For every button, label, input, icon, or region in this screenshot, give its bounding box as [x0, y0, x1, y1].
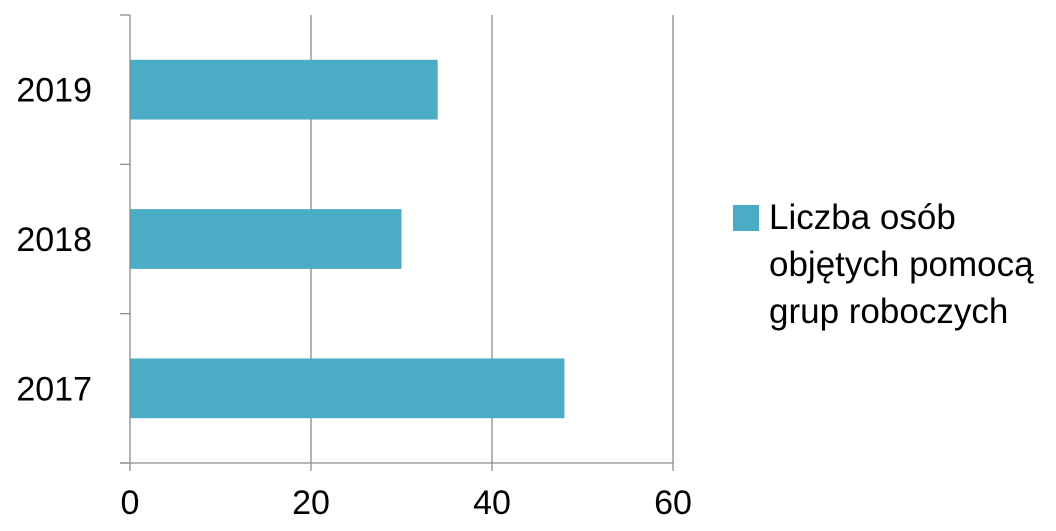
y-tick-label: 2017	[16, 370, 92, 408]
x-tick-label: 20	[292, 484, 330, 522]
x-tick-label: 0	[121, 484, 140, 522]
legend-swatch	[733, 205, 759, 231]
x-tick-labels: 0 20 40 60	[121, 484, 692, 522]
bar-2018	[130, 209, 402, 269]
axes	[120, 14, 674, 471]
bars	[130, 59, 565, 419]
legend: Liczba osób objętych pomocą grup roboczy…	[733, 194, 1056, 335]
y-tick-label: 2018	[16, 221, 92, 259]
x-tick-label: 60	[654, 484, 692, 522]
y-tick-labels: 2017 2018 2019	[16, 72, 92, 409]
y-tick-label: 2019	[16, 72, 92, 110]
bar-2017	[130, 358, 565, 419]
x-tick-label: 40	[473, 484, 511, 522]
legend-label: Liczba osób objętych pomocą grup roboczy…	[769, 198, 1034, 331]
bar-2019	[130, 59, 438, 120]
